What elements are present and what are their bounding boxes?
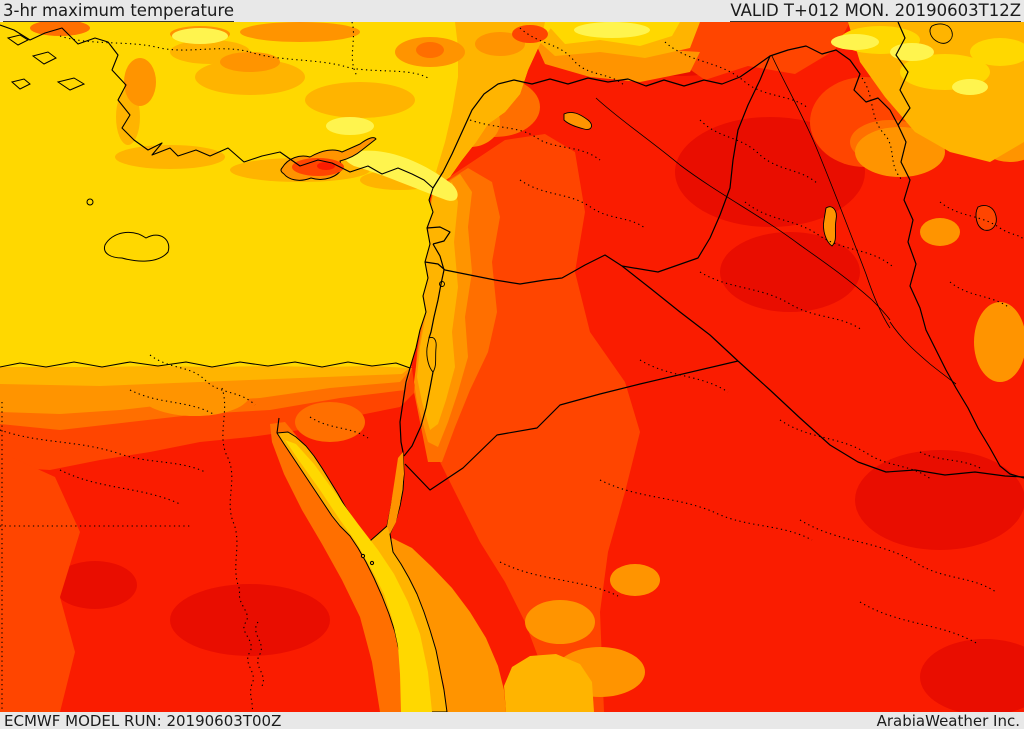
lake-assad xyxy=(563,111,592,130)
gulf-of-aqaba xyxy=(387,452,404,534)
red-sea xyxy=(276,431,448,712)
lake-van xyxy=(929,23,953,44)
brand-label: ArabiaWeather Inc. xyxy=(876,712,1020,729)
aegean-islands xyxy=(6,34,170,262)
red-sea-warm-core xyxy=(285,440,432,712)
coastlines xyxy=(0,24,434,434)
dead-sea xyxy=(426,337,437,373)
temp-layer-lemon xyxy=(172,22,988,201)
border-syria-iraq xyxy=(621,55,771,273)
nile-river-dotted xyxy=(221,387,254,712)
border-turkey-syria-iraq-iran xyxy=(432,45,1024,479)
temperature-map xyxy=(0,22,1024,712)
valid-time-label: VALID T+012 MON. 20190603T12Z xyxy=(730,1,1021,22)
border-syria-jordan xyxy=(444,254,623,285)
border-egypt-israel xyxy=(399,367,411,453)
shatt-al-arab xyxy=(889,321,957,385)
temp-patches-on-gold xyxy=(30,22,548,190)
rivers xyxy=(595,55,957,385)
border-turkey-northeast xyxy=(895,22,911,126)
footer-bar: ECMWF MODEL RUN: 20190603T00Z ArabiaWeat… xyxy=(0,712,1024,729)
border-jordan-saudi xyxy=(404,360,739,491)
model-run-label: ECMWF MODEL RUN: 20190603T00Z xyxy=(4,712,282,729)
border-jordan-iraq xyxy=(621,265,739,362)
admin-borders-dotted xyxy=(0,22,1024,712)
border-iraq-saudi xyxy=(737,360,1024,478)
country-borders xyxy=(399,22,1024,491)
header-bar: 3-hr maximum temperature VALID T+012 MON… xyxy=(0,0,1024,22)
lake-tharthar xyxy=(823,206,837,247)
page-title: 3-hr maximum temperature xyxy=(3,1,235,22)
lake-urmia xyxy=(975,205,997,231)
border-israel-jordan xyxy=(403,243,445,457)
tigris-river xyxy=(771,55,891,329)
temp-layer-amber xyxy=(0,22,1024,712)
temperature-map-svg xyxy=(0,22,1024,712)
lakes xyxy=(426,23,997,373)
border-lebanon xyxy=(424,226,451,271)
euphrates-river xyxy=(595,97,891,321)
